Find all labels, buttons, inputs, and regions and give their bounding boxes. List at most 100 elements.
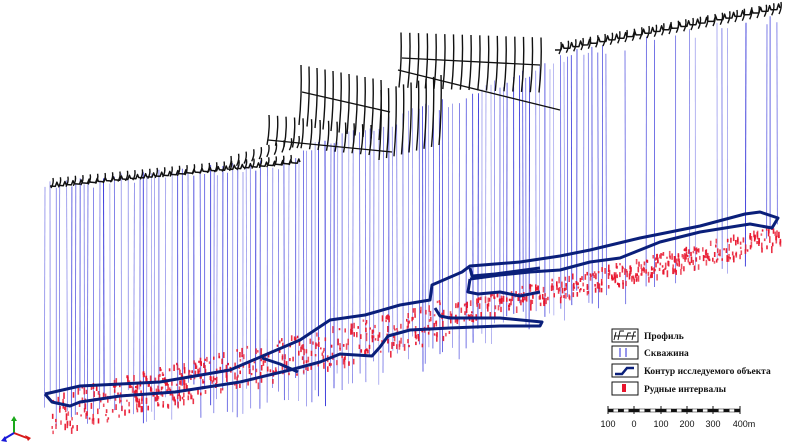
ore-interval — [179, 396, 181, 402]
ore-interval — [558, 287, 561, 292]
ore-interval — [624, 268, 626, 275]
ore-interval — [177, 401, 179, 409]
ore-interval — [72, 425, 74, 429]
borehole-line — [391, 126, 394, 351]
profile-tick — [251, 158, 255, 169]
ore-interval — [105, 413, 107, 417]
ore-interval — [281, 356, 284, 361]
profile-tick — [176, 165, 181, 177]
ore-interval — [392, 335, 395, 338]
scale-tick-label: 0 — [631, 419, 636, 429]
ore-interval — [386, 333, 388, 336]
profile-line — [397, 57, 561, 111]
profile-tick — [322, 69, 326, 130]
ore-interval — [725, 248, 728, 253]
ore-interval — [600, 278, 603, 286]
ore-interval — [697, 248, 700, 253]
ore-interval — [162, 377, 164, 382]
scale-segment — [612, 408, 619, 413]
ore-interval — [138, 402, 141, 408]
contour-outline — [44, 210, 780, 396]
ore-interval — [255, 348, 257, 355]
ore-interval — [561, 281, 563, 288]
ore-interval — [628, 273, 631, 280]
profile-tick — [778, 1, 782, 15]
ore-interval — [576, 292, 579, 297]
ore-interval — [421, 343, 424, 348]
profile-tick — [438, 74, 442, 146]
ore-interval — [213, 356, 215, 360]
profile-tick — [334, 121, 338, 152]
ore-interval — [142, 371, 145, 375]
ore-interval — [626, 270, 628, 278]
ore-interval — [243, 354, 245, 360]
ore-interval — [508, 298, 511, 302]
profile-tick — [368, 124, 372, 156]
ore-interval — [284, 354, 286, 360]
ore-interval — [159, 373, 161, 377]
ore-interval — [625, 269, 628, 273]
ore-interval — [378, 332, 381, 338]
ore-interval — [157, 374, 160, 381]
ore-interval — [369, 327, 371, 330]
ore-interval — [511, 294, 513, 302]
ore-interval-icon — [611, 381, 639, 396]
ore-interval — [640, 273, 642, 276]
ore-interval — [278, 348, 281, 353]
ore-interval — [393, 342, 395, 346]
ore-interval — [227, 362, 229, 366]
ore-interval — [115, 404, 117, 410]
ore-interval — [342, 358, 345, 365]
ore-interval — [488, 297, 491, 302]
ore-interval — [499, 298, 501, 305]
ore-interval — [64, 406, 66, 410]
ore-interval — [356, 332, 358, 338]
ore-interval — [454, 319, 457, 323]
ore-interval — [641, 268, 643, 276]
ore-interval — [393, 335, 396, 342]
ore-interval — [145, 375, 148, 380]
legend-label-borehole: Скважина — [644, 349, 689, 359]
ore-interval — [465, 305, 468, 313]
ore-interval — [255, 368, 258, 373]
ore-interval — [586, 271, 588, 276]
profile-tick — [400, 84, 405, 155]
borehole-line — [422, 106, 424, 372]
ore-interval — [550, 285, 553, 291]
ore-interval — [650, 272, 653, 275]
ore-interval — [637, 266, 640, 273]
borehole-line — [528, 76, 531, 330]
ore-interval — [414, 308, 416, 315]
ore-interval — [168, 387, 171, 391]
ore-interval — [651, 272, 653, 278]
ore-interval — [689, 261, 691, 266]
ore-interval — [296, 335, 299, 339]
ore-interval — [211, 380, 213, 384]
ore-interval — [358, 344, 361, 349]
scale-tick-label: 400m — [733, 419, 756, 429]
ore-interval — [253, 361, 256, 364]
contour-outline — [261, 356, 299, 374]
profile-tick — [359, 124, 364, 155]
ore-interval — [133, 375, 135, 382]
ore-interval — [497, 305, 500, 311]
profile-tick — [442, 34, 446, 90]
scale-segment — [707, 408, 714, 413]
ore-interval — [433, 314, 436, 317]
ore-interval — [121, 405, 123, 412]
ore-interval — [744, 249, 747, 254]
profile-tick — [266, 114, 270, 146]
ore-interval — [161, 386, 164, 389]
profile-tick — [727, 11, 731, 24]
ore-interval — [586, 284, 589, 290]
scale-segment — [734, 408, 741, 413]
profile-tick — [154, 167, 159, 179]
ore-interval — [414, 331, 417, 338]
borehole-line — [352, 130, 354, 384]
ore-interval — [622, 266, 624, 270]
ore-interval — [674, 268, 676, 273]
ore-interval — [640, 264, 643, 269]
ore-interval — [200, 375, 202, 379]
ore-interval — [494, 312, 496, 319]
ore-interval — [769, 236, 771, 243]
